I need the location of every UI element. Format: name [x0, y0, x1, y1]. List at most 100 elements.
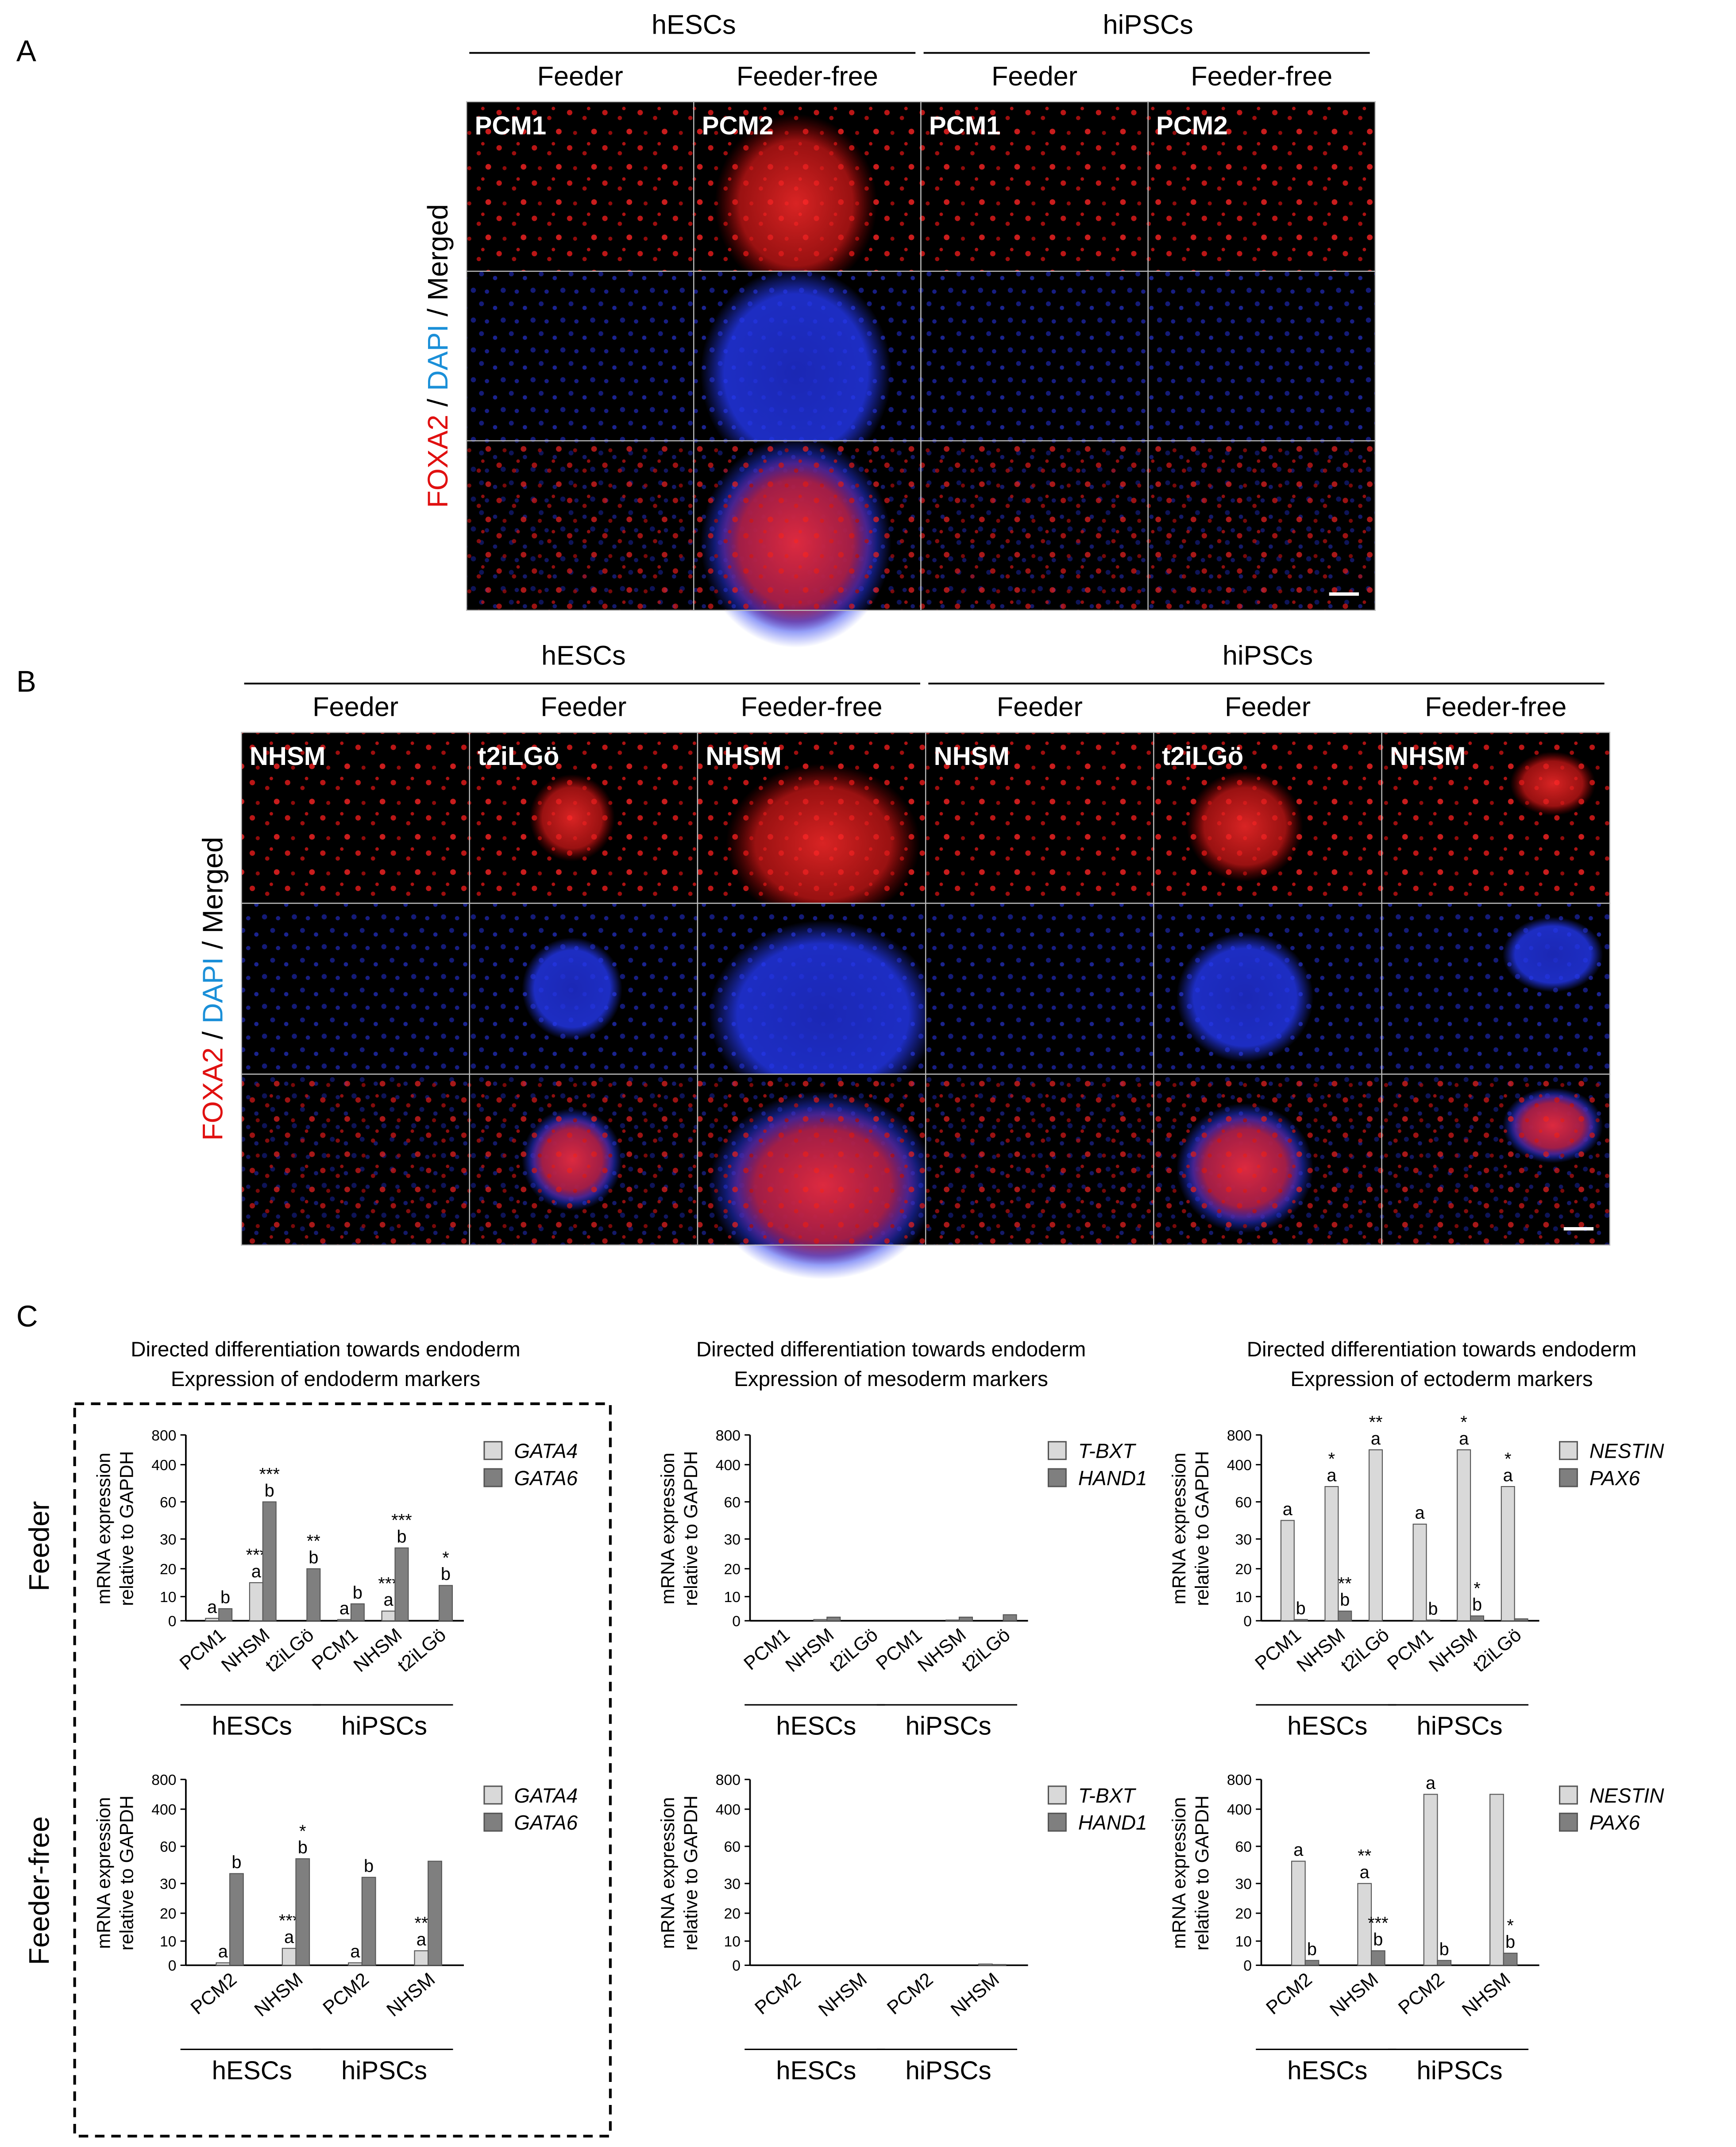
significance-label: ***: [1368, 1914, 1388, 1933]
category-label: t2iLGö: [826, 1624, 882, 1676]
y-tick-label: 20: [724, 1561, 741, 1578]
tile-border: [1381, 1074, 1611, 1246]
row-label-part: / Merged: [197, 837, 229, 957]
legend-swatch: [483, 1785, 503, 1805]
micrograph: [1153, 903, 1382, 1075]
y-tick-label: 20: [1235, 1561, 1252, 1578]
y-axis-label: relative to GAPDH: [116, 1451, 137, 1606]
significance-label: a: [1327, 1466, 1337, 1485]
row-label-part: /: [197, 1023, 229, 1047]
significance-label: a: [1503, 1466, 1513, 1485]
bar: [394, 1547, 409, 1622]
group-label: hESCs: [212, 1712, 292, 1741]
category-label: NHSM: [914, 1624, 970, 1676]
y-tick-label: 30: [160, 1531, 176, 1548]
colony-foxa2: [715, 453, 877, 632]
bar: [337, 1619, 351, 1622]
significance-label: *: [1507, 1916, 1514, 1935]
y-tick-label: 800: [716, 1772, 741, 1788]
significance-label: a: [339, 1599, 350, 1618]
category-label: NHSM: [947, 1969, 1003, 2021]
y-tick-label: 400: [716, 1457, 741, 1474]
colony-dapi: [522, 937, 622, 1040]
significance-label: a: [1283, 1499, 1293, 1519]
colony-foxa2: [1187, 771, 1303, 882]
bar: [414, 1950, 429, 1966]
condition-label: Feeder: [1225, 692, 1311, 722]
y-tick-label: 20: [160, 1561, 176, 1578]
bar: [1370, 1950, 1385, 1966]
bar: [1338, 1610, 1352, 1622]
y-tick-label: 60: [1235, 1838, 1252, 1855]
chart-title: Directed differentiation towards endoder…: [131, 1338, 520, 1361]
y-tick-label: 60: [1235, 1494, 1252, 1511]
bar: [1501, 1486, 1515, 1622]
y-tick-label: 800: [151, 1427, 176, 1444]
y-axis-label: relative to GAPDH: [680, 1451, 702, 1606]
category-label: NHSM: [1293, 1624, 1350, 1676]
y-tick-label: 800: [1227, 1427, 1252, 1444]
foxa2-nuclei: [1148, 440, 1375, 610]
y-tick-label: 10: [724, 1589, 741, 1606]
category-label: NHSM: [1326, 1969, 1382, 2021]
micrograph: [1153, 1074, 1382, 1246]
micrograph: [1153, 732, 1382, 904]
legend-label: GATA4: [514, 1440, 578, 1463]
legend-label: PAX6: [1589, 1811, 1640, 1834]
medium-label: PCM2: [1156, 111, 1228, 140]
y-tick-label: 800: [1227, 1772, 1252, 1788]
bar: [205, 1618, 220, 1622]
category-label: PCM1: [176, 1624, 230, 1674]
group-label: hiPSCs: [341, 1712, 427, 1741]
legend-label: T-BXT: [1078, 1784, 1136, 1807]
micrograph: [1147, 270, 1376, 441]
micrograph: [1147, 101, 1376, 272]
legend-swatch: [1559, 1468, 1578, 1487]
colony-foxa2: [1187, 1113, 1303, 1224]
y-tick-label: 10: [1235, 1589, 1252, 1606]
medium-label: NHSM: [250, 742, 325, 771]
y-tick-label: 400: [1227, 1457, 1252, 1474]
medium-label: NHSM: [1390, 742, 1466, 771]
bar: [1412, 1523, 1427, 1622]
category-label: PCM1: [740, 1624, 794, 1674]
significance-label: *: [1474, 1579, 1481, 1598]
chart-title: Directed differentiation towards endoder…: [696, 1338, 1086, 1361]
legend-label: NESTIN: [1589, 1784, 1664, 1807]
group-label: hESCs: [776, 2056, 856, 2085]
significance-label: b: [1505, 1932, 1515, 1952]
legend-label: HAND1: [1078, 1811, 1147, 1834]
bar: [1503, 1953, 1518, 1966]
category-label: PCM2: [751, 1969, 805, 2019]
significance-label: b: [1340, 1590, 1350, 1610]
category-label: PCM2: [319, 1969, 373, 2019]
category-label: PCM1: [308, 1624, 362, 1674]
bar: [1514, 1618, 1528, 1622]
dapi-nuclei: [467, 271, 694, 441]
legend-swatch: [1047, 1812, 1067, 1832]
bar: [1426, 1619, 1440, 1622]
significance-label: a: [218, 1942, 228, 1962]
legend-swatch: [1047, 1785, 1067, 1805]
significance-label: a: [1360, 1863, 1370, 1882]
significance-label: a: [383, 1590, 393, 1610]
medium-label: PCM2: [702, 111, 774, 140]
legend-swatch: [1047, 1468, 1067, 1487]
micrograph: [697, 903, 937, 1108]
condition-label: Feeder: [312, 692, 398, 722]
bar: [1304, 1960, 1319, 1966]
bar: [1457, 1449, 1471, 1622]
micrograph: [693, 268, 922, 478]
significance-label: a: [1459, 1429, 1469, 1448]
micrograph: [241, 903, 470, 1075]
bar: [978, 1963, 993, 1966]
bar: [826, 1616, 841, 1622]
colony-dapi: [700, 268, 891, 478]
category-label: NHSM: [217, 1624, 274, 1676]
bar: [1489, 1794, 1504, 1966]
significance-label: a: [1426, 1773, 1436, 1793]
y-tick-label: 0: [732, 1958, 741, 1974]
foxa2-nuclei: [926, 1074, 1154, 1245]
bar: [218, 1608, 233, 1622]
micrograph: [466, 440, 694, 611]
